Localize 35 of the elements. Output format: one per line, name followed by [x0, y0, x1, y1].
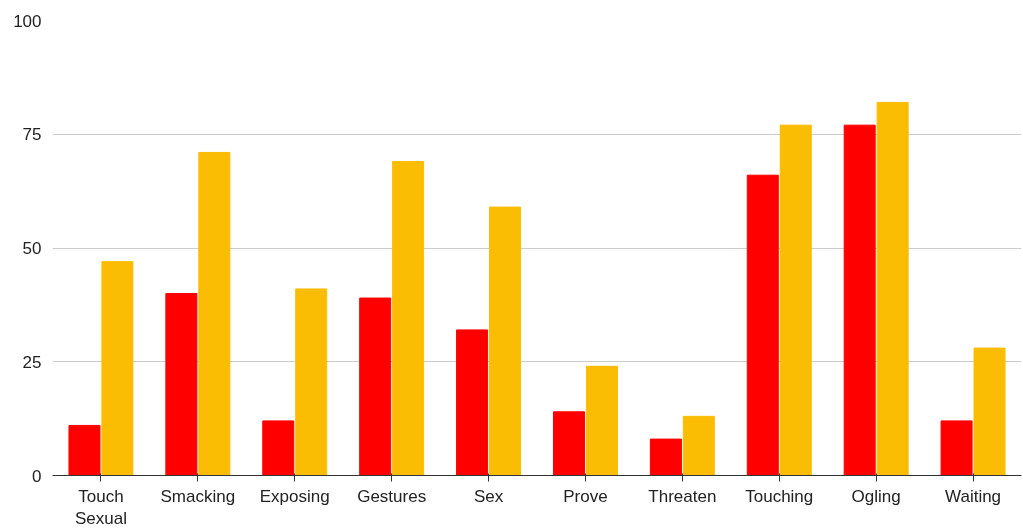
bar — [649, 438, 682, 476]
bar — [165, 293, 198, 476]
bar — [359, 297, 392, 476]
bar — [940, 420, 973, 476]
x-tick-label: Sex — [473, 486, 504, 506]
bar — [262, 420, 295, 476]
x-tick-label: Touching — [745, 486, 814, 506]
bar — [682, 415, 715, 476]
x-tick-label: Smacking — [160, 486, 236, 506]
y-tick-label: 50 — [22, 239, 42, 258]
bar — [973, 347, 1006, 476]
bar — [552, 411, 585, 476]
y-tick-label: 25 — [22, 352, 42, 372]
y-tick-label: 100 — [13, 11, 42, 31]
y-tick-label: 0 — [32, 466, 42, 486]
x-tick-label: Ogling — [851, 486, 901, 506]
x-tick-label: Threaten — [648, 486, 717, 506]
bar — [295, 288, 328, 476]
bar — [68, 424, 101, 476]
bar — [585, 365, 618, 476]
bar — [392, 161, 425, 476]
x-tick-label: Exposing — [259, 486, 330, 506]
y-tick-label: 75 — [22, 125, 42, 145]
x-tick-label: Waiting — [945, 486, 1002, 506]
bar — [843, 124, 876, 476]
bar — [779, 124, 812, 476]
bar — [456, 329, 489, 476]
bar — [198, 151, 231, 476]
bar — [876, 101, 909, 476]
x-tick-label: Touch Sexual — [74, 486, 127, 529]
x-tick-label: Gestures — [357, 486, 427, 506]
x-tick-label: Prove — [563, 486, 608, 506]
bar — [489, 206, 522, 476]
bar — [101, 261, 134, 476]
bar — [746, 174, 779, 476]
